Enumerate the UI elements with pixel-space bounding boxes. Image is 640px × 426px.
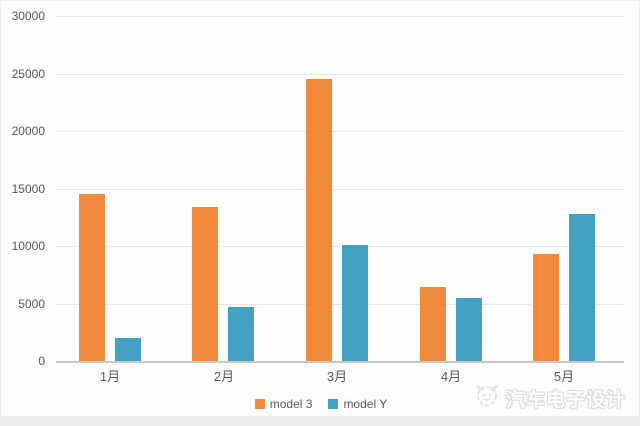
gridline <box>56 246 624 247</box>
x-axis-tick-label: 4月 <box>440 369 462 384</box>
bar-model-3-5月 <box>533 254 559 361</box>
watermark: 汽车电子设计 <box>473 382 626 414</box>
y-axis-tick-label: 20000 <box>11 124 45 138</box>
y-axis-tick-label: 25000 <box>11 67 45 81</box>
legend-item-model-3: model 3 <box>254 397 313 411</box>
x-axis-tick-label: 2月 <box>213 369 235 384</box>
legend-swatch-model-y-icon <box>328 399 339 409</box>
bar-model-3-4月 <box>420 287 446 361</box>
gridline <box>56 74 624 75</box>
scribble-badge-icon <box>473 382 500 414</box>
y-axis-tick-label: 5000 <box>18 297 45 311</box>
gridline <box>56 189 624 190</box>
bar-model-y-2月 <box>228 307 254 361</box>
chart-legend: model 3 model Y <box>1 395 639 413</box>
y-axis-tick-label: 0 <box>38 354 45 368</box>
legend-label-model-3: model 3 <box>269 397 313 411</box>
x-axis-tick-label: 5月 <box>553 369 575 384</box>
bar-model-3-1月 <box>79 194 105 361</box>
y-axis-tick-label: 30000 <box>11 9 45 23</box>
legend-label-model-y: model Y <box>343 397 388 411</box>
legend-item-model-y: model Y <box>328 397 387 411</box>
legend-swatch-model-3-icon <box>254 399 265 409</box>
x-axis-tick-label: 1月 <box>99 369 121 384</box>
gridline <box>56 16 624 17</box>
x-axis-line <box>56 361 624 363</box>
bar-model-3-2月 <box>192 207 218 361</box>
y-axis-tick-label: 10000 <box>11 239 45 253</box>
gridline <box>56 304 624 305</box>
watermark-text: 汽车电子设计 <box>505 389 626 411</box>
bar-model-y-1月 <box>115 338 141 361</box>
bar-model-y-5月 <box>569 214 595 361</box>
gridline <box>56 131 624 132</box>
x-axis-tick-label: 3月 <box>326 369 348 384</box>
bar-model-y-3月 <box>342 245 368 361</box>
y-axis-tick-label: 15000 <box>11 182 45 196</box>
bottom-edge-strip <box>1 416 639 425</box>
bar-model-y-4月 <box>456 298 482 361</box>
bar-model-3-3月 <box>306 79 332 361</box>
